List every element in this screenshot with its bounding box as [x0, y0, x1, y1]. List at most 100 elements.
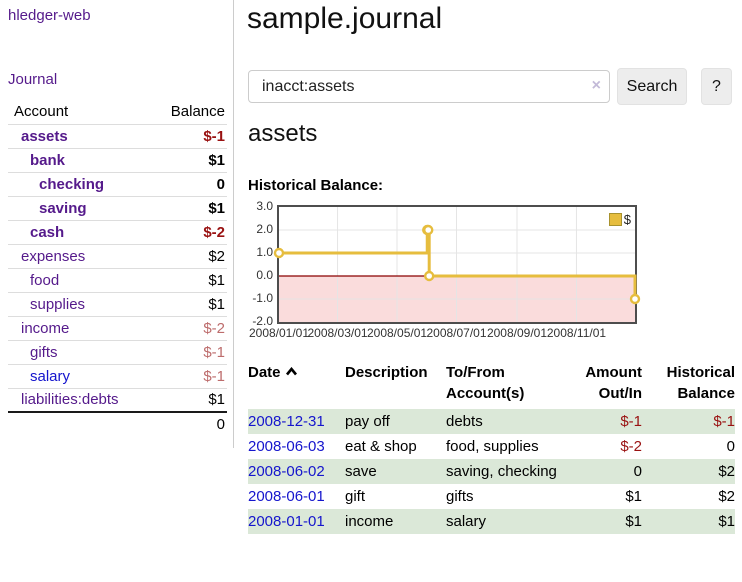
transaction-date-link[interactable]: 2008-01-01	[248, 513, 325, 530]
y-axis-tick-label: 3.0	[256, 199, 273, 213]
legend-label: $	[623, 212, 631, 227]
x-axis-tick-label: 2008/09/01	[486, 326, 547, 340]
search-input-wrap: ×	[248, 70, 610, 103]
account-balance: $-2	[203, 223, 225, 241]
sidebar-divider	[233, 0, 234, 448]
account-link-salary[interactable]: salary	[30, 367, 71, 385]
account-link-cash[interactable]: cash	[30, 223, 65, 241]
sort-ascending-icon	[285, 367, 297, 376]
accounts-table-body: assets $-1 bank $1 checking 0 saving $1 cash $-2 e…	[8, 124, 227, 412]
transaction-accounts: salary	[446, 513, 487, 530]
register-header-amount-line2: Out/In	[598, 385, 642, 402]
account-balance: $-1	[203, 127, 225, 145]
transaction-description: eat & shop	[345, 438, 417, 455]
transaction-balance: $2	[718, 463, 735, 480]
transaction-balance: 0	[726, 438, 735, 455]
y-axis-tick-label: -2.0	[252, 314, 273, 328]
register-header-balance-line1: Historical	[666, 364, 735, 381]
accounts-header-account: Account	[14, 103, 69, 121]
x-axis-tick-label: 2008/05/01	[366, 326, 428, 340]
account-row: income $-2	[8, 316, 227, 340]
transaction-row: 2008-12-31 pay off debts $-1 $-1	[248, 409, 735, 434]
register-header-description: Description	[345, 364, 428, 381]
transaction-accounts: gifts	[446, 488, 474, 505]
account-row: gifts $-1	[8, 340, 227, 364]
chart-plot-area: $	[273, 205, 641, 324]
chart-canvas	[273, 207, 641, 322]
transaction-date-link[interactable]: 2008-06-03	[248, 438, 325, 455]
accounts-header-balance: Balance	[170, 103, 225, 121]
transaction-amount: $-1	[620, 413, 642, 430]
account-link-liabilities-debts[interactable]: liabilities:debts	[21, 391, 119, 409]
search-bar: × Search ?	[248, 68, 735, 106]
accounts-header-row: Account Balance	[8, 100, 227, 124]
transaction-balance: $1	[718, 513, 735, 530]
account-balance: $1	[208, 295, 225, 313]
transaction-row: 2008-06-03 eat & shop food, supplies $-2 0	[248, 434, 735, 459]
account-row: supplies $1	[8, 292, 227, 316]
account-link-assets[interactable]: assets	[21, 127, 68, 145]
account-row: food $1	[8, 268, 227, 292]
account-link-food[interactable]: food	[30, 271, 60, 289]
transaction-description: pay off	[345, 413, 390, 430]
account-link-checking[interactable]: checking	[39, 175, 105, 193]
transaction-amount: $1	[625, 513, 642, 530]
account-balance: $1	[208, 271, 225, 289]
register-header-amount: Amount Out/In	[560, 358, 642, 409]
account-link-saving[interactable]: saving	[39, 199, 87, 217]
x-axis-tick-label: 2008/07/01	[426, 326, 487, 340]
account-balance: $-1	[203, 343, 225, 361]
transaction-row: 2008-06-01 gift gifts $1 $2	[248, 484, 735, 509]
accounts-total-row: 0	[8, 411, 227, 436]
y-axis-tick-label: -1.0	[252, 291, 273, 305]
account-link-expenses[interactable]: expenses	[21, 247, 86, 265]
main-content: sample.journal × Search ? assets Histori…	[247, 0, 735, 582]
account-row: saving $1	[8, 196, 227, 220]
brand-link[interactable]: hledger-web	[8, 7, 91, 24]
register-header-account-line1: To/From	[446, 364, 505, 381]
historical-balance-chart: 3.0 2.0 1.0 0.0 -1.0 -2.0 $ 2008/01/01 2008/03…	[248, 199, 735, 344]
account-row: cash $-2	[8, 220, 227, 244]
register-header-balance-line2: Balance	[677, 385, 735, 402]
register-header-balance: Historical Balance	[642, 358, 735, 409]
account-row: expenses $2	[8, 244, 227, 268]
account-heading: assets	[248, 120, 318, 147]
account-balance: $1	[208, 151, 225, 169]
register-header-date-label: Date	[248, 364, 281, 381]
account-balance: $2	[208, 247, 225, 265]
account-link-income[interactable]: income	[21, 319, 70, 337]
transaction-amount: $1	[625, 488, 642, 505]
account-link-bank[interactable]: bank	[30, 151, 66, 169]
search-clear-icon[interactable]: ×	[591, 77, 601, 94]
search-input[interactable]	[248, 70, 610, 103]
register-header-date[interactable]: Date	[248, 358, 345, 409]
transaction-row: 2008-01-01 income salary $1 $1	[248, 509, 735, 534]
transaction-description: save	[345, 463, 377, 480]
account-row: assets $-1	[8, 124, 227, 148]
account-link-supplies[interactable]: supplies	[30, 295, 86, 313]
search-button[interactable]: Search	[617, 68, 687, 105]
transaction-amount: 0	[633, 463, 642, 480]
account-row: liabilities:debts $1	[8, 388, 227, 412]
x-axis-tick-label: 2008/01/01	[248, 326, 310, 340]
register-table-body: 2008-12-31 pay off debts $-1 $-1 2008-06-03 ea…	[248, 409, 735, 534]
transaction-date-link[interactable]: 2008-06-01	[248, 488, 325, 505]
transaction-date-link[interactable]: 2008-12-31	[248, 413, 325, 430]
account-balance: $-1	[203, 367, 225, 385]
y-axis-tick-label: 1.0	[256, 245, 273, 259]
help-button[interactable]: ?	[701, 68, 732, 105]
transaction-accounts: food, supplies	[446, 438, 539, 455]
account-row: bank $1	[8, 148, 227, 172]
accounts-table: Account Balance assets $-1 bank $1 checking 0…	[8, 100, 227, 436]
account-link-gifts[interactable]: gifts	[30, 343, 58, 361]
account-row: checking 0	[8, 172, 227, 196]
accounts-total-spacer	[8, 411, 118, 436]
transaction-balance: $-1	[713, 413, 735, 430]
transaction-row: 2008-06-02 save saving, checking 0 $2	[248, 459, 735, 484]
transaction-date-link[interactable]: 2008-06-02	[248, 463, 325, 480]
y-axis-tick-label: 0.0	[256, 268, 273, 282]
sidebar-item-journal[interactable]: Journal	[8, 71, 58, 88]
x-axis-tick-label: 2008/11/01	[546, 326, 607, 340]
account-balance: $-2	[203, 319, 225, 337]
